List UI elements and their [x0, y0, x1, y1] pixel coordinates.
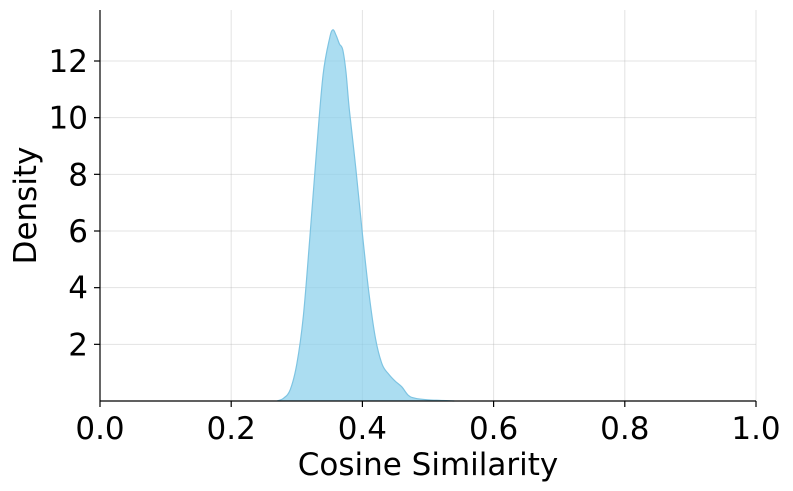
x-tick-label-2: 0.4: [338, 411, 387, 447]
y-tick-label-5: 12: [49, 44, 88, 80]
x-tick-label-5: 1.0: [731, 411, 780, 447]
y-tick-label-4: 10: [49, 101, 88, 137]
grid: [99, 10, 757, 401]
y-tick-label-3: 8: [68, 157, 88, 193]
density-area-layer: [276, 29, 455, 402]
y-axis-ticks: 2 4 6 8 10 12: [49, 44, 100, 363]
x-tick-label-1: 0.2: [207, 411, 256, 447]
x-tick-label-4: 0.8: [600, 411, 649, 447]
axes: [99, 10, 756, 402]
y-axis-label: Density: [8, 147, 44, 265]
y-tick-label-1: 4: [68, 271, 88, 307]
x-tick-label-3: 0.6: [469, 411, 518, 447]
density-area-fill-0: [277, 29, 455, 402]
x-tick-label-0: 0.0: [75, 411, 124, 447]
x-axis-label: Cosine Similarity: [298, 447, 559, 483]
y-tick-label-0: 2: [68, 327, 88, 363]
density-curve-0: [276, 29, 455, 402]
x-axis-ticks: 0.0 0.2 0.4 0.6 0.8 1.0: [75, 401, 781, 447]
y-tick-label-2: 6: [68, 214, 88, 250]
